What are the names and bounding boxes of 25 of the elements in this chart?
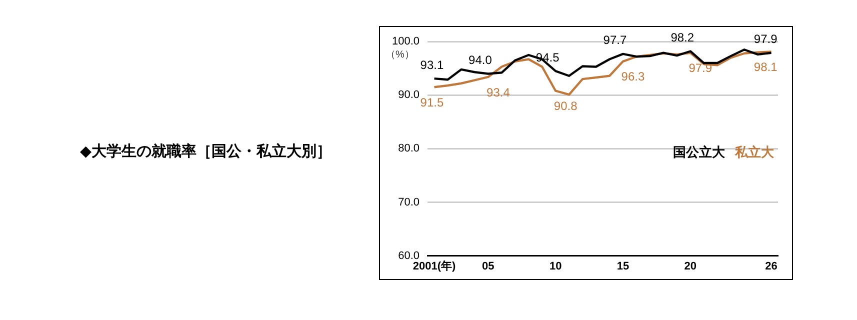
data-label: 97.9 [754, 32, 778, 46]
y-axis-title: （%） [386, 49, 414, 60]
data-label: 91.5 [420, 95, 444, 110]
y-tick-label: 60.0 [398, 250, 420, 262]
data-label: 94.0 [468, 53, 492, 68]
x-tick-label: 05 [482, 260, 494, 272]
data-label: 93.4 [486, 85, 510, 100]
text: ◆大学生の就職率［国公・私立大別］ [80, 142, 332, 161]
y-tick-label: 90.0 [398, 89, 420, 102]
data-label: 93.1 [420, 58, 444, 72]
x-tick-label: 15 [616, 260, 630, 272]
data-label: 96.3 [621, 70, 645, 84]
data-label: 98.2 [670, 30, 694, 45]
y-tick-label: 100.0 [392, 36, 420, 48]
x-tick-label: 20 [684, 260, 697, 272]
y-tick-label: 70.0 [398, 196, 420, 208]
x-tick-label: 26 [765, 260, 778, 272]
data-label: 98.1 [754, 60, 778, 74]
text: 私立大 [734, 144, 775, 160]
x-tick-label: 10 [549, 260, 562, 272]
text: 国公立大 [673, 144, 726, 160]
data-label: 90.8 [554, 99, 578, 114]
y-tick-label: 80.0 [398, 142, 420, 155]
data-label: 97.7 [603, 33, 627, 48]
x-tick-label: 2001(年) [412, 259, 456, 272]
